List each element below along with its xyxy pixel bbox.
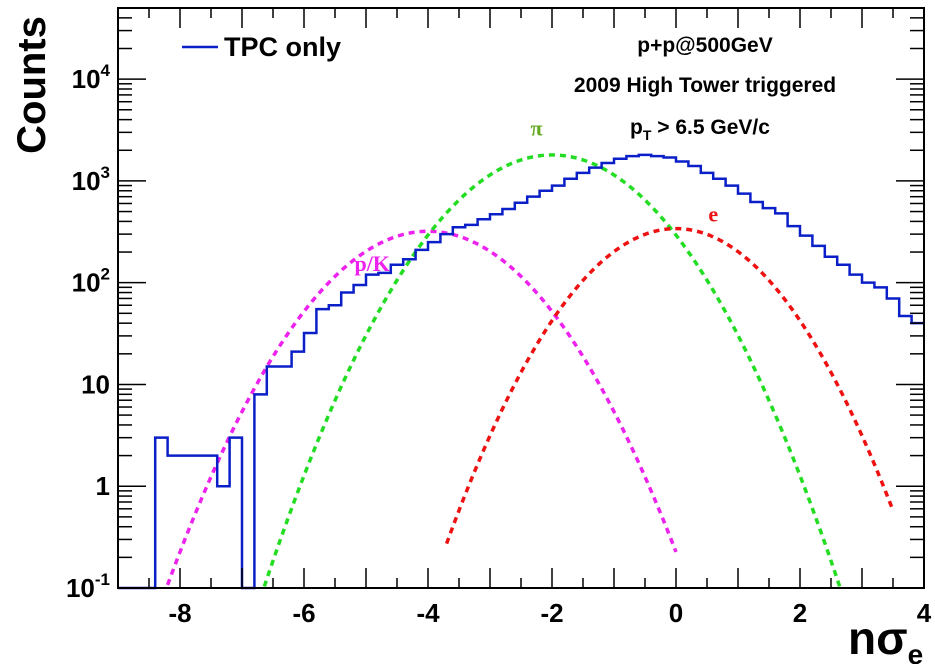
x-axis-title-main: nσ — [848, 612, 908, 664]
x-tick-label: -6 — [292, 598, 315, 628]
annotation-pt-cut: pT > 6.5 GeV/c — [630, 116, 770, 143]
curve-label: p/K — [354, 251, 389, 276]
x-tick-label: -4 — [416, 598, 440, 628]
x-tick-label: 0 — [669, 598, 683, 628]
x-tick-label: -2 — [540, 598, 563, 628]
x-tick-label: -8 — [168, 598, 191, 628]
annotation-trigger: 2009 High Tower triggered — [574, 74, 836, 97]
annotation-pt-rest: > 6.5 GeV/c — [651, 116, 770, 139]
x-tick-label: 2 — [793, 598, 807, 628]
curve-label: π — [530, 115, 542, 140]
y-tick-label: 10 — [81, 369, 110, 399]
legend-label-tpc: TPC only — [224, 32, 341, 62]
x-tick-label: 4 — [917, 598, 932, 628]
x-axis-title-sub: e — [908, 639, 924, 664]
curve-label: e — [708, 201, 718, 226]
y-tick-label: 1 — [96, 471, 110, 501]
y-axis-title: Counts — [10, 16, 54, 154]
annotation-pt-base: p — [630, 116, 643, 139]
annotation-collision: p+p@500GeV — [637, 34, 772, 57]
